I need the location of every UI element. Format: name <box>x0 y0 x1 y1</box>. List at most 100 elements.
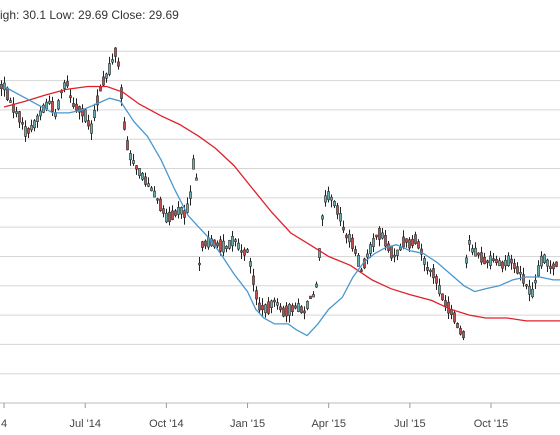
candle-body <box>144 176 147 185</box>
candle-body <box>270 300 273 308</box>
x-tick-label: Jan '15 <box>230 418 265 430</box>
candle-body <box>543 254 546 264</box>
candle-body <box>390 246 393 259</box>
candle-body <box>426 266 429 271</box>
candle-body <box>471 248 474 253</box>
x-tick-label: Oct '14 <box>149 418 184 430</box>
candle-body <box>522 274 525 284</box>
candle-body <box>492 258 495 261</box>
candle-body <box>531 288 534 298</box>
candle-body <box>48 100 51 104</box>
candle-body <box>534 279 537 284</box>
candle-body <box>33 120 36 129</box>
candle-body <box>27 128 30 134</box>
candle-body <box>345 234 348 239</box>
candle-body <box>342 226 345 231</box>
candle-body <box>459 328 462 335</box>
candle-body <box>240 250 243 253</box>
candle-body <box>252 275 255 285</box>
candle-body <box>501 261 504 269</box>
candle-body <box>246 249 249 253</box>
candle-body <box>297 303 300 312</box>
candle-body <box>243 249 246 256</box>
candle-body <box>453 312 456 323</box>
candle-body <box>231 235 234 247</box>
candle-body <box>120 87 123 99</box>
candles <box>0 47 558 341</box>
candle-body <box>99 86 102 92</box>
candle-body <box>180 207 183 215</box>
candle-body <box>90 123 93 134</box>
candle-body <box>87 120 90 127</box>
candle-body <box>288 304 291 316</box>
candle-body <box>171 210 174 221</box>
candle-body <box>132 160 135 164</box>
candle-body <box>528 286 531 295</box>
candle-body <box>234 239 237 242</box>
candle-body <box>417 241 420 249</box>
candle-body <box>339 213 342 222</box>
candle-body <box>114 47 117 57</box>
candle-body <box>24 126 27 137</box>
candle-body <box>69 95 72 99</box>
candle-body <box>78 106 81 113</box>
ohlc-readout: igh: 30.1 Low: 29.69 Close: 29.69 <box>0 8 179 22</box>
candle-body <box>309 295 312 299</box>
candle-body <box>117 61 120 67</box>
candle-body <box>249 261 252 267</box>
candle-body <box>306 301 309 309</box>
candle-body <box>396 249 399 256</box>
candle-body <box>30 125 33 131</box>
candle-body <box>72 103 75 107</box>
candle-body <box>393 254 396 258</box>
candle-body <box>0 83 3 90</box>
candle-body <box>9 100 12 103</box>
candle-body <box>372 238 375 247</box>
candle-body <box>429 269 432 273</box>
candle-body <box>468 239 471 245</box>
candle-body <box>414 234 417 244</box>
candle-body <box>93 109 96 119</box>
candle-body <box>315 283 318 288</box>
candle-body <box>456 322 459 329</box>
candle-body <box>408 239 411 249</box>
candle-body <box>57 100 60 110</box>
candle-body <box>129 153 132 161</box>
candle-body <box>168 211 171 223</box>
candle-body <box>237 242 240 250</box>
candle-body <box>159 198 162 211</box>
candle-body <box>474 247 477 257</box>
candle-body <box>483 257 486 265</box>
candle-body <box>279 306 282 311</box>
candle-body <box>384 234 387 247</box>
candle-body <box>381 232 384 239</box>
candle-body <box>18 111 21 123</box>
candle-body <box>546 259 549 267</box>
candle-body <box>135 165 138 170</box>
candle-body <box>402 236 405 248</box>
candle-body <box>75 103 78 111</box>
candle-body <box>273 299 276 303</box>
candle-body <box>537 265 540 277</box>
candle-body <box>141 173 144 180</box>
ma-short-line <box>3 85 560 337</box>
candle-body <box>84 109 87 122</box>
candle-body <box>228 239 231 249</box>
candle-body <box>366 253 369 258</box>
candle-body <box>204 240 207 247</box>
candle-body <box>399 246 402 251</box>
candle-body <box>300 306 303 314</box>
candle-body <box>15 111 18 114</box>
candle-body <box>111 59 114 63</box>
candle-body <box>105 73 108 79</box>
candle-body <box>549 265 552 270</box>
candle-body <box>216 242 219 247</box>
candle-body <box>513 263 516 269</box>
candle-body <box>219 239 222 252</box>
candle-body <box>435 276 438 284</box>
x-tick-label: Oct '15 <box>474 418 509 430</box>
candle-body <box>351 237 354 249</box>
candle-body <box>423 258 426 265</box>
candle-body <box>201 241 204 248</box>
